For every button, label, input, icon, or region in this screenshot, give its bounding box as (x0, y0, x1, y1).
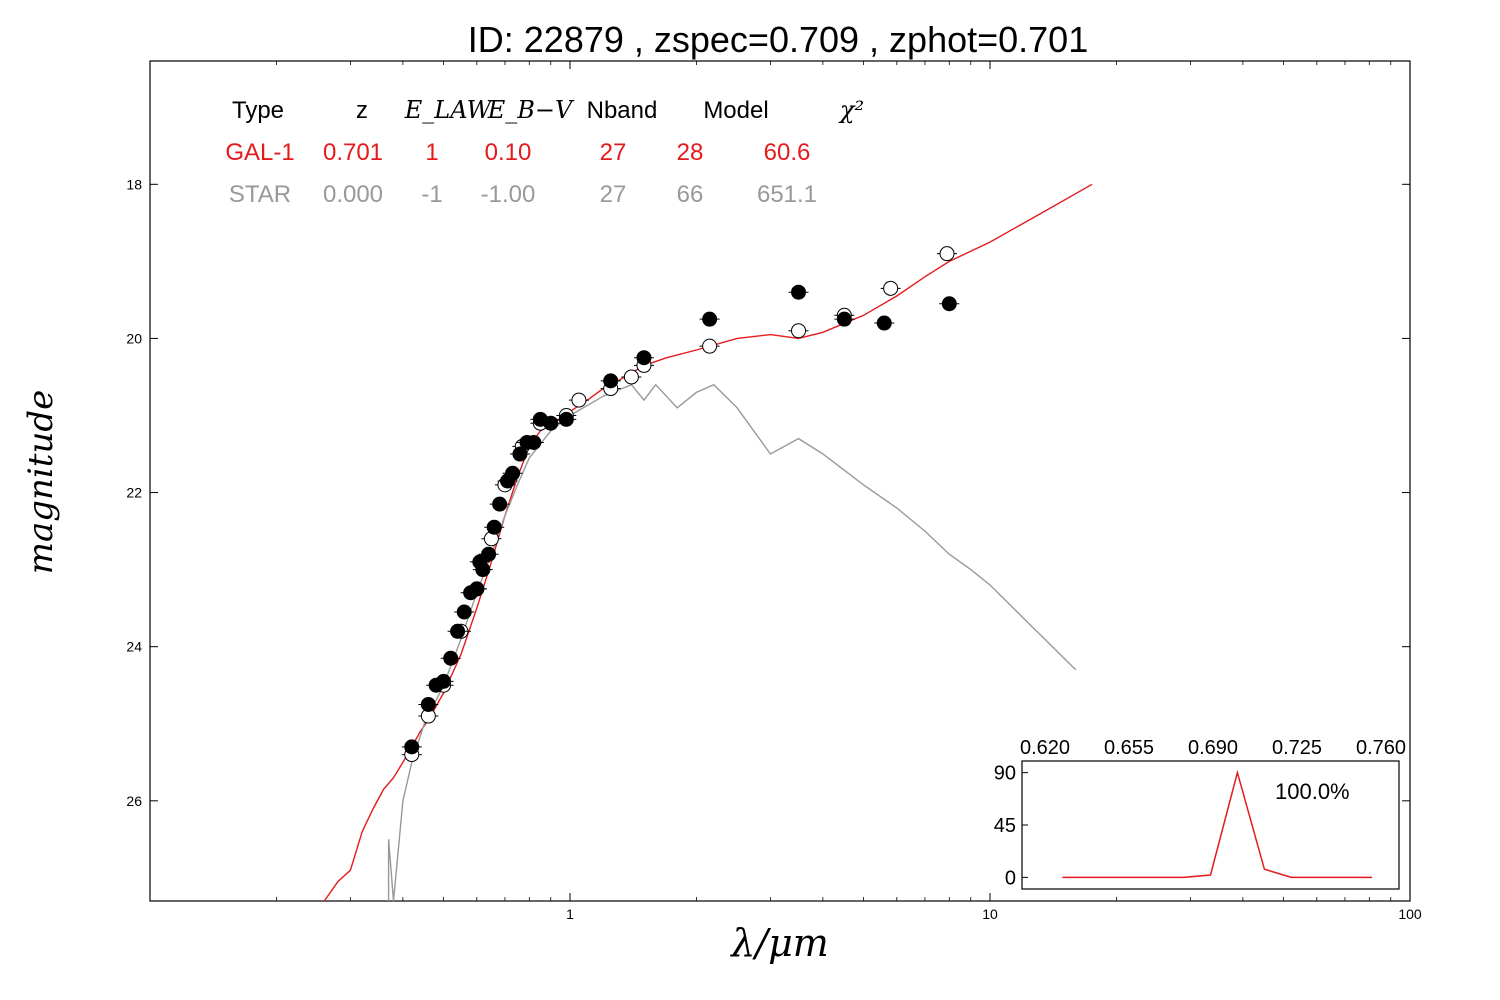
table-cell: 1 (425, 139, 438, 166)
observed-point (456, 604, 472, 620)
observed-point (512, 446, 528, 462)
observed-point (526, 434, 542, 450)
star-sed-line (387, 383, 1077, 902)
observed-point (505, 465, 521, 481)
observed-point (603, 373, 619, 389)
y-tick-label: 20 (126, 330, 142, 346)
table-cell: 27 (600, 139, 627, 166)
observed-point (450, 623, 466, 639)
photometry-points (401, 246, 960, 763)
inset-top-tick-label: 0.620 (1020, 737, 1070, 759)
x-tick-label: 1 (566, 906, 574, 922)
model-magnitudes-point (883, 280, 899, 296)
table-cell: 28 (677, 139, 704, 166)
inset-pdf-line (1062, 769, 1373, 879)
observed-point (436, 673, 452, 689)
table-cell: 651.1 (757, 181, 817, 208)
table-cell: -1 (421, 181, 442, 208)
table-header: Nband (587, 97, 658, 124)
y-tick-label: 26 (126, 793, 142, 809)
y-axis: 18 20 22 24 26 (126, 176, 1410, 809)
y-tick-label: 22 (126, 485, 142, 501)
table-header: Model (703, 97, 768, 124)
sed-curves (323, 183, 1093, 902)
inset-y-tick-label: 45 (994, 815, 1016, 837)
observed-point (876, 315, 892, 331)
observed-point (469, 581, 485, 597)
observed-point (443, 650, 459, 666)
model-magnitudes-point (791, 323, 807, 339)
observed-point (791, 284, 807, 300)
inset-frame (1021, 760, 1400, 890)
inset-y-tick-label: 0 (1005, 867, 1016, 889)
model-magnitudes-point (623, 369, 639, 385)
y-tick-label: 24 (126, 639, 142, 655)
table-cell: STAR (229, 181, 291, 208)
x-axis-label: λ/μm (729, 921, 829, 965)
observed-point (420, 696, 436, 712)
observed-point (636, 350, 652, 366)
table-header: E_LAW (404, 96, 494, 124)
observed-point (836, 311, 852, 327)
table-header: Type (232, 97, 284, 124)
model-magnitudes-point (702, 338, 718, 354)
table-cell: 66 (677, 181, 704, 208)
table-cell: 60.6 (764, 139, 811, 166)
table-cell: 0.701 (323, 139, 383, 166)
observed-point (941, 296, 957, 312)
inset-top-tick-label: 0.690 (1188, 737, 1238, 759)
table-cell: -1.00 (481, 181, 536, 208)
chart-title: ID: 22879 , zspec=0.709 , zphot=0.701 (468, 19, 1088, 60)
observed-point (481, 546, 497, 562)
x-tick-label: 100 (1398, 906, 1422, 922)
table-header: E_B−V (487, 96, 575, 124)
observed-point (486, 519, 502, 535)
inset-y-tick-label: 90 (994, 763, 1016, 785)
observed-point (475, 562, 491, 578)
inset-top-tick-label: 0.655 (1104, 737, 1154, 759)
x-axis: 1 10 100 (276, 61, 1422, 922)
model-sed-line (323, 183, 1093, 902)
y-axis-label: magnitude (21, 390, 61, 575)
inset-top-tick-label: 0.725 (1272, 737, 1322, 759)
table-cell: GAL-1 (225, 139, 294, 166)
table-cell: 0.10 (485, 139, 532, 166)
table-cell: 0.000 (323, 181, 383, 208)
x-tick-label: 10 (982, 906, 998, 922)
observed-point (404, 739, 420, 755)
observed-point (543, 415, 559, 431)
observed-point (492, 496, 508, 512)
model-magnitudes-point (939, 246, 955, 262)
y-tick-label: 18 (126, 176, 142, 192)
redshift-pdf-inset: 100.0% 0.620 0.655 0.690 0.725 0.760 0 45 90 (994, 737, 1406, 890)
inset-probability-label: 100.0% (1275, 779, 1350, 804)
observed-point (702, 311, 718, 327)
plot-frame (149, 60, 1411, 902)
observed-point (558, 411, 574, 427)
table-header: z (356, 97, 368, 124)
table-cell: 27 (600, 181, 627, 208)
model-magnitudes-point (571, 392, 587, 408)
table-header: χ² (838, 96, 864, 124)
inset-top-tick-label: 0.760 (1356, 737, 1406, 759)
